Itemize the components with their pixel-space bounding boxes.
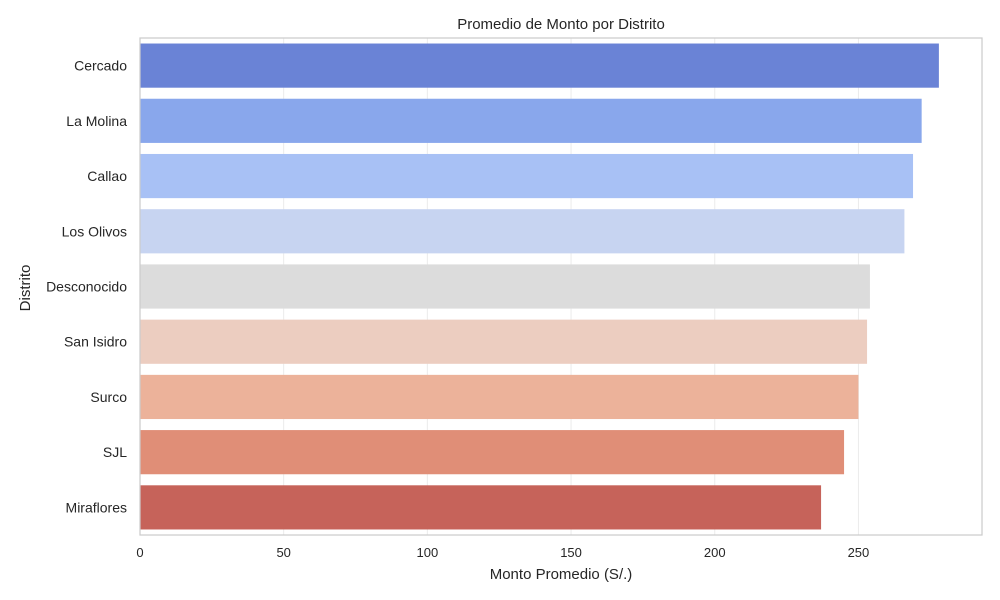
bar-la-molina (140, 98, 922, 143)
bar-miraflores (140, 485, 822, 530)
chart-title: Promedio de Monto por Distrito (457, 16, 665, 33)
bar-callao (140, 153, 914, 199)
bar-cercado (140, 43, 939, 88)
x-tick-label: 0 (136, 545, 143, 560)
x-tick-label: 150 (560, 545, 582, 560)
bar-desconocido (140, 264, 870, 309)
plot-frame (139, 37, 983, 536)
bar-los-olivos (140, 209, 905, 254)
y-tick-label: Surco (90, 389, 127, 405)
bar-san-isidro (140, 319, 868, 364)
bars (140, 43, 939, 530)
bar-surco (140, 374, 859, 420)
x-tick-label: 50 (276, 545, 290, 560)
y-tick-label: Miraflores (66, 499, 127, 515)
y-tick-label: Callao (87, 168, 127, 184)
x-axis-label: Monto Promedio (S/.) (490, 566, 633, 583)
y-axis-label: Distrito (17, 265, 34, 312)
y-tick-label: San Isidro (64, 334, 127, 350)
y-tick-label: Desconocido (46, 279, 127, 295)
y-tick-label: Los Olivos (62, 223, 127, 239)
y-tick-label: Cercado (74, 58, 127, 74)
y-tick-label: La Molina (66, 113, 127, 129)
x-tick-label: 200 (704, 545, 726, 560)
bar-sjl (140, 430, 845, 475)
y-tick-label: SJL (103, 444, 127, 460)
y-tick-labels: Cercado La Molina Callao Los Olivos Desconoc… (46, 58, 127, 516)
x-tick-labels: 0 50 100 150 200 250 (136, 545, 869, 560)
x-tick-label: 100 (417, 545, 439, 560)
x-tick-label: 250 (848, 545, 870, 560)
